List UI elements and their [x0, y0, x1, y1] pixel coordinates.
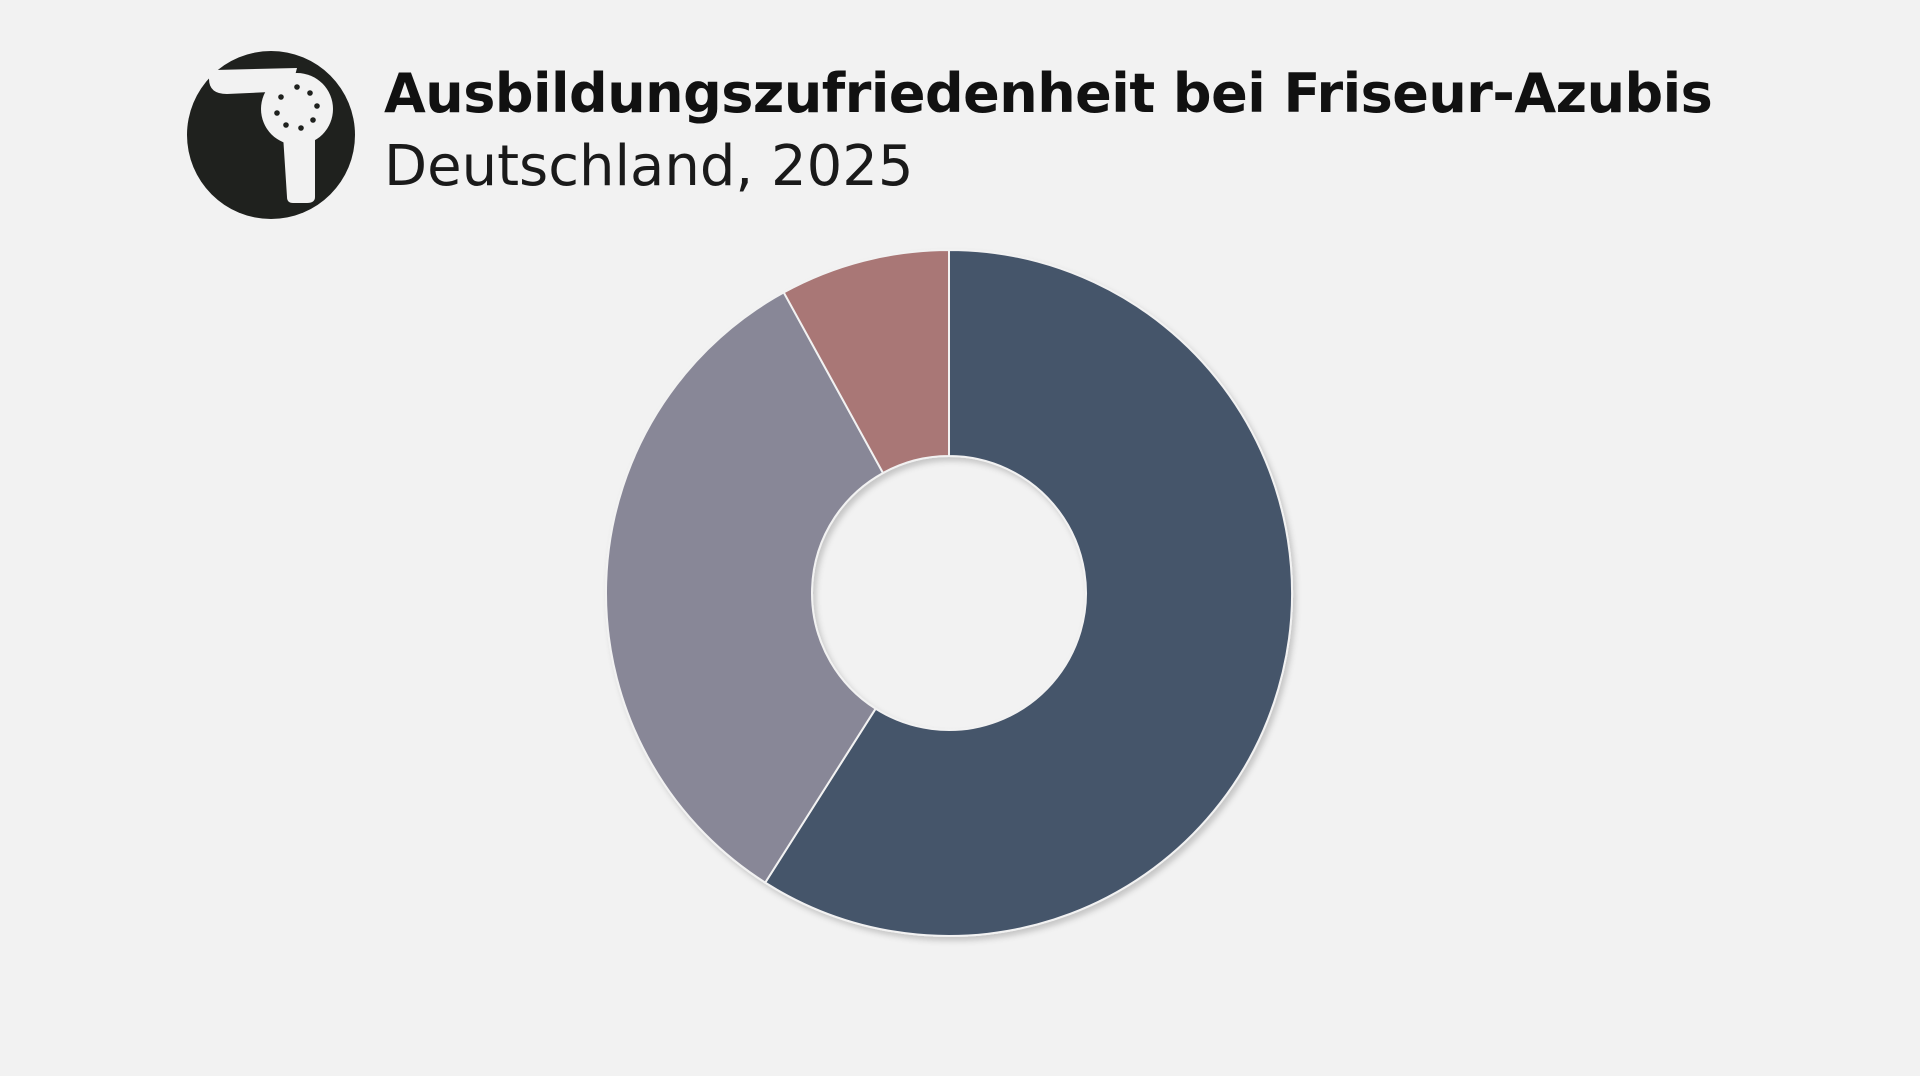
donut-slice-3: [782, 248, 950, 475]
donut-slices: [605, 248, 1293, 937]
donut-slice-1: [763, 248, 1293, 937]
chart-subtitle: Deutschland, 2025: [384, 134, 914, 199]
donut-slice-2: [605, 291, 885, 884]
hair-dryer-icon: [187, 51, 355, 219]
chart-title: Ausbildungszufriedenheit bei Friseur-Azu…: [384, 62, 1713, 125]
